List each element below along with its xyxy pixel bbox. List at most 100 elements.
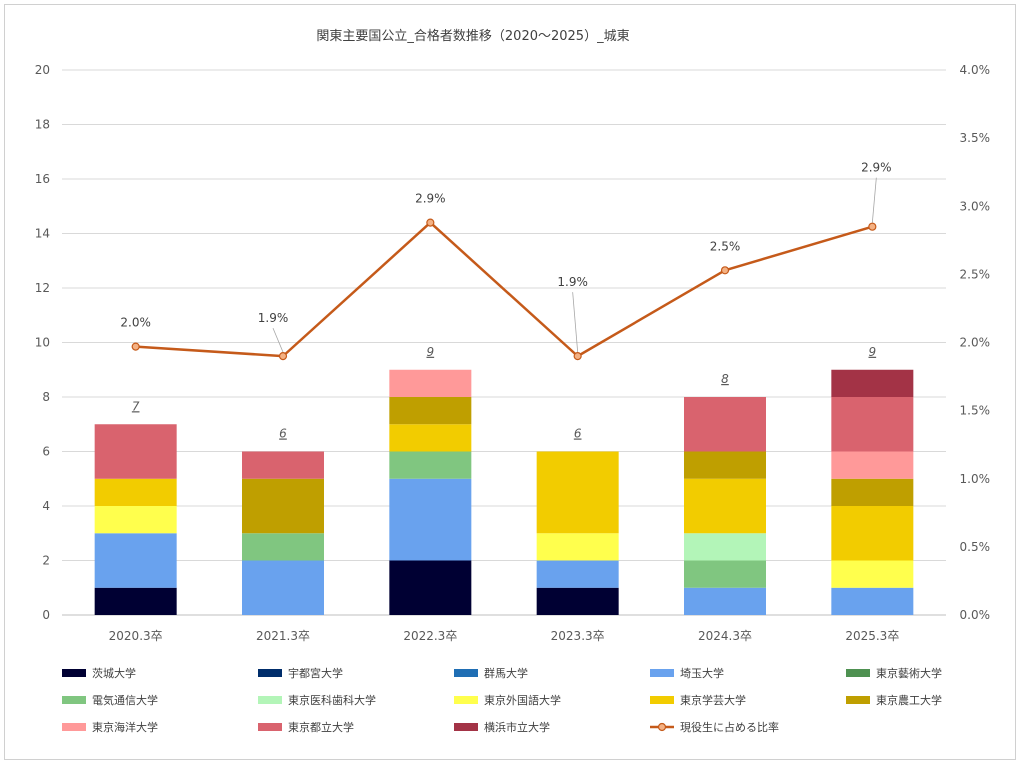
y-tick-label: 12 [35,281,50,295]
ratio-data-label: 2.0% [120,316,151,330]
legend-swatch [846,696,870,704]
bar-segment [684,560,766,588]
x-axis: 2020.3卒 2021.3卒 2022.3卒 2023.3卒 2024.3卒 2025.… [109,629,900,643]
y2-tick-label: 0.5% [960,540,991,554]
y2-tick-label: 2.5% [960,267,991,281]
bar-segment [536,560,619,588]
y-tick-label: 6 [42,445,50,459]
bar-segment [831,587,914,615]
legend-swatch [62,669,86,677]
bar-segment [389,478,472,561]
gridlines [62,69,946,616]
legend-label: 東京学芸大学 [680,693,746,707]
legend-swatch [650,696,674,704]
x-tick-label: 2021.3卒 [256,629,310,643]
bar-total-label: 6 [574,427,582,441]
y-tick-label: 14 [35,227,50,241]
bar-segment [242,560,324,615]
legend-marker [657,722,667,732]
legend-swatch [650,669,674,677]
ratio-data-label: 2.9% [861,161,892,175]
x-tick-label: 2023.3卒 [551,629,605,643]
bar-total-label: 7 [132,399,140,413]
bar-segment [831,397,914,452]
ratio-point [868,222,877,231]
legend-swatch [62,723,86,731]
bar-segment [94,424,177,479]
legend-label: 宇都宮大学 [288,666,343,680]
y2-tick-label: 1.0% [960,472,991,486]
legend-swatch [454,696,478,704]
y-tick-label: 16 [35,172,50,186]
y2-tick-label: 3.0% [960,199,991,213]
bar-segment [389,369,472,397]
bar-segment [389,560,472,615]
y-axis-left: 0 2 4 6 8 10 12 14 16 18 20 [35,63,50,622]
legend-swatch [258,723,282,731]
data-label-leader [871,177,877,223]
bar-total-label: 9 [869,345,877,359]
bar-total-label: 9 [427,345,435,359]
legend-label: 電気通信大学 [92,693,158,707]
bar-segment [536,587,619,615]
ratio-point [573,352,582,361]
legend-swatch [258,696,282,704]
ratio-line [135,221,873,358]
legend-swatch [62,696,86,704]
y-tick-label: 20 [35,63,50,77]
bar-segment [536,533,619,561]
data-label-leader [572,292,579,353]
bar-segment [242,533,324,561]
legend-swatch [258,669,282,677]
y-tick-label: 0 [42,608,50,622]
bar-segment [389,451,472,479]
ratio-point [720,266,730,275]
ratio-line-series: 2.0% 1.9% 2.9% 1.9% 2.5% 2.9% [120,161,892,361]
y2-tick-label: 1.5% [960,404,991,418]
bar-total-label: 8 [721,372,729,386]
legend-label: 東京医科歯科大学 [288,693,376,707]
bar-totals: 7 6 9 6 8 9 [132,345,876,441]
bar-segment [831,369,914,397]
bar-segment [94,533,177,588]
legend-label: 群馬大学 [484,666,528,680]
legend-label: 茨城大学 [92,666,136,680]
ratio-data-label: 2.5% [710,239,741,253]
ratio-data-label: 1.9% [557,275,588,289]
bar-segment [831,560,914,588]
bar-segment [684,533,766,561]
ratio-point [131,342,140,351]
y-tick-label: 4 [42,499,50,513]
bar-segment [831,506,914,561]
stacked-bars [94,369,914,615]
legend-label: 東京都立大学 [288,720,354,734]
bar-segment [684,478,766,534]
ratio-point [278,352,288,361]
y-tick-label: 8 [42,390,50,404]
legend-swatch [454,723,478,731]
bar-total-label: 6 [279,427,287,441]
ratio-data-label: 1.9% [258,311,289,325]
bar-segment [94,506,177,534]
y-axis-right: 0.0% 0.5% 1.0% 1.5% 2.0% 2.5% 3.0% 3.5% 4.0% [960,63,991,622]
legend-swatch [454,669,478,677]
bar-segment [831,478,914,506]
bar-segment [94,587,177,615]
legend-label: 東京外国語大学 [484,693,561,707]
x-tick-label: 2022.3卒 [403,629,457,643]
y2-tick-label: 2.0% [960,336,991,350]
x-tick-label: 2025.3卒 [845,629,899,643]
chart-title: 関東主要国公立_合格者数推移（2020～2025）_城東 [316,28,629,44]
y2-tick-label: 3.5% [960,131,991,145]
y-tick-label: 18 [35,118,50,132]
x-tick-label: 2020.3卒 [109,629,163,643]
legend-swatch [846,669,870,677]
bar-segment [94,478,177,506]
ratio-data-label: 2.9% [415,192,446,206]
bar-segment [536,451,619,534]
bar-segment [684,451,766,479]
bar-segment [242,478,324,534]
legend-label: 東京農工大学 [876,693,942,707]
y2-tick-label: 0.0% [960,608,991,622]
